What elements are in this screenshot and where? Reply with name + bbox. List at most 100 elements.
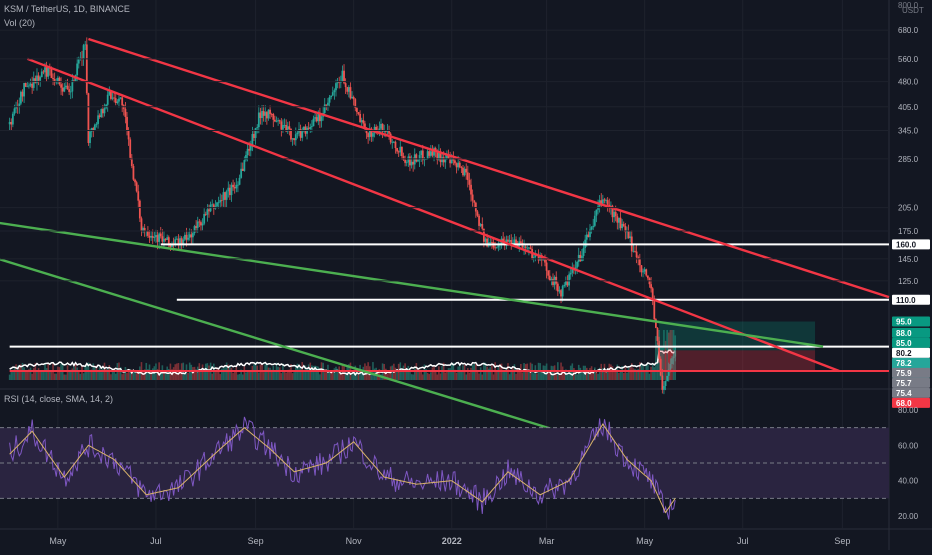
volume-legend[interactable]: Vol (20) xyxy=(4,18,36,28)
candle-body xyxy=(216,202,218,207)
candle-body xyxy=(243,160,246,171)
candle-body xyxy=(129,139,132,158)
candle-body xyxy=(635,251,638,258)
candle-body xyxy=(436,151,439,161)
volume-bar xyxy=(433,365,435,380)
candle-body xyxy=(656,327,659,341)
volume-bar xyxy=(262,372,265,380)
volume-bar xyxy=(642,364,644,380)
volume-bar xyxy=(211,373,214,380)
volume-bar xyxy=(602,368,604,380)
volume-bar xyxy=(444,372,447,380)
candle-body xyxy=(309,127,312,129)
volume-bar xyxy=(671,330,673,380)
price-label: 75.9 xyxy=(896,369,912,378)
volume-bar xyxy=(412,374,414,380)
volume-bar xyxy=(351,374,353,380)
volume-bar xyxy=(227,364,230,380)
candle-body xyxy=(601,199,604,204)
candle-body xyxy=(156,235,159,242)
candle-body xyxy=(77,59,80,64)
candle-body xyxy=(56,77,59,82)
candle-body xyxy=(118,98,120,102)
candle-body xyxy=(431,151,434,156)
candle-body xyxy=(151,235,154,238)
candle-body xyxy=(645,269,648,276)
volume-bar xyxy=(98,366,101,380)
candle-body xyxy=(465,168,468,173)
candle-body xyxy=(455,163,458,168)
volume-bar xyxy=(618,372,620,380)
candle-body xyxy=(476,211,479,216)
volume-bar xyxy=(147,369,149,380)
volume-bar xyxy=(388,373,390,380)
volume-bar xyxy=(463,364,466,380)
rsi-ma-line xyxy=(9,423,676,514)
candle-body xyxy=(420,150,423,156)
price-label-bg xyxy=(892,397,930,408)
candle-body xyxy=(595,209,598,216)
volume-bar xyxy=(245,372,247,380)
volume-bar xyxy=(340,373,342,380)
price-label: 110.0 xyxy=(896,296,916,305)
symbol-legend[interactable]: KSM / TetherUS, 1D, BINANCE xyxy=(4,4,130,14)
candle-body xyxy=(174,239,177,245)
rsi-legend[interactable]: RSI (14, close, SMA, 14, 2) xyxy=(4,394,114,404)
candle-body xyxy=(405,162,408,164)
candle-body xyxy=(183,234,186,240)
volume-bar xyxy=(475,364,477,380)
y-tick-label: 345.0 xyxy=(898,127,919,136)
volume-bar xyxy=(436,374,439,380)
volume-bar xyxy=(558,374,561,380)
y-tick-label: 480.0 xyxy=(898,78,919,87)
candle-body xyxy=(32,78,35,88)
candle-body xyxy=(206,209,209,215)
volume-bar xyxy=(491,365,493,380)
volume-bar xyxy=(219,374,222,380)
volume-bar xyxy=(285,372,287,380)
volume-bar xyxy=(643,371,646,380)
candle-body xyxy=(245,154,247,161)
candle-body xyxy=(230,184,233,196)
volume-bar xyxy=(163,371,165,380)
candle-body xyxy=(357,112,360,114)
volume-bar xyxy=(240,369,242,380)
volume-bar xyxy=(113,371,115,380)
candle-body xyxy=(293,138,296,141)
candle-body xyxy=(539,255,542,261)
volume-bar xyxy=(634,369,636,380)
candle-body xyxy=(97,115,99,124)
volume-bar xyxy=(338,366,341,380)
volume-bar xyxy=(105,368,107,380)
candle-body xyxy=(84,44,87,46)
candle-body xyxy=(367,133,370,138)
volume-bar xyxy=(430,372,432,380)
candle-body xyxy=(513,239,516,245)
volume-bar xyxy=(131,369,133,380)
candle-body xyxy=(81,57,83,59)
candle-body xyxy=(185,234,188,240)
volume-bar xyxy=(36,370,38,380)
candle-body xyxy=(219,200,222,203)
candle-body xyxy=(347,87,350,92)
candle-body xyxy=(589,229,591,238)
candle-body xyxy=(100,109,103,118)
candle-body xyxy=(444,158,447,163)
candle-body xyxy=(489,242,492,243)
candle-body xyxy=(460,167,463,168)
volume-bar xyxy=(505,367,508,380)
candle-body xyxy=(319,113,321,122)
candle-body xyxy=(674,351,677,357)
price-label-bg xyxy=(892,337,930,348)
candle-body xyxy=(45,67,48,77)
candle-body xyxy=(330,95,333,98)
volume-bar xyxy=(26,370,29,380)
volume-bar xyxy=(196,366,199,380)
candle-body xyxy=(116,101,119,104)
candle-body xyxy=(21,91,24,97)
volume-bar xyxy=(272,365,275,380)
candle-body xyxy=(60,84,62,88)
volume-bar xyxy=(391,365,394,380)
volume-bar xyxy=(68,371,70,380)
